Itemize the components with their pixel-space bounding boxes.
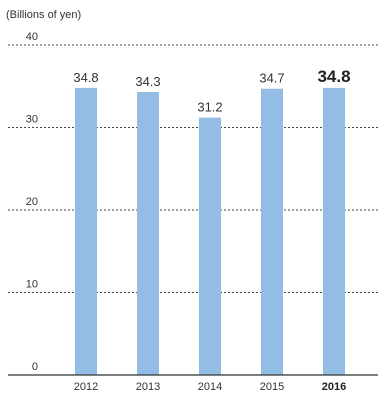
x-tick-label-2013: 2013	[136, 381, 160, 393]
x-tick-label-2015: 2015	[260, 381, 284, 393]
bar-2012	[75, 87, 97, 376]
x-tick-label-2014: 2014	[198, 381, 222, 393]
y-tick-label-40: 40	[26, 31, 38, 43]
value-label-2013: 34.3	[135, 74, 160, 89]
bar-2013	[137, 92, 159, 376]
gridlines	[8, 44, 378, 293]
x-axis-ticks: 2012 2013 2014 2015 2016	[74, 381, 346, 393]
y-tick-label-30: 30	[26, 114, 38, 126]
value-label-2015: 34.7	[259, 71, 284, 86]
value-label-2016: 34.8	[317, 67, 350, 86]
x-tick-label-2016: 2016	[322, 381, 346, 393]
value-label-2012: 34.8	[73, 70, 98, 85]
y-axis-ticks: 0 10 20 30 40	[26, 31, 38, 373]
y-tick-label-10: 10	[26, 279, 38, 291]
x-tick-label-2012: 2012	[74, 381, 98, 393]
value-labels: 34.8 34.3 31.2 34.7 34.8	[73, 67, 350, 115]
bar-2015	[261, 88, 283, 375]
value-label-2014: 31.2	[197, 100, 222, 115]
unit-label: (Billions of yen)	[6, 9, 81, 21]
bars	[75, 87, 345, 376]
bar-2014	[199, 117, 221, 375]
bar-2016	[323, 87, 345, 376]
y-tick-label-0: 0	[32, 361, 38, 373]
y-tick-label-20: 20	[26, 196, 38, 208]
